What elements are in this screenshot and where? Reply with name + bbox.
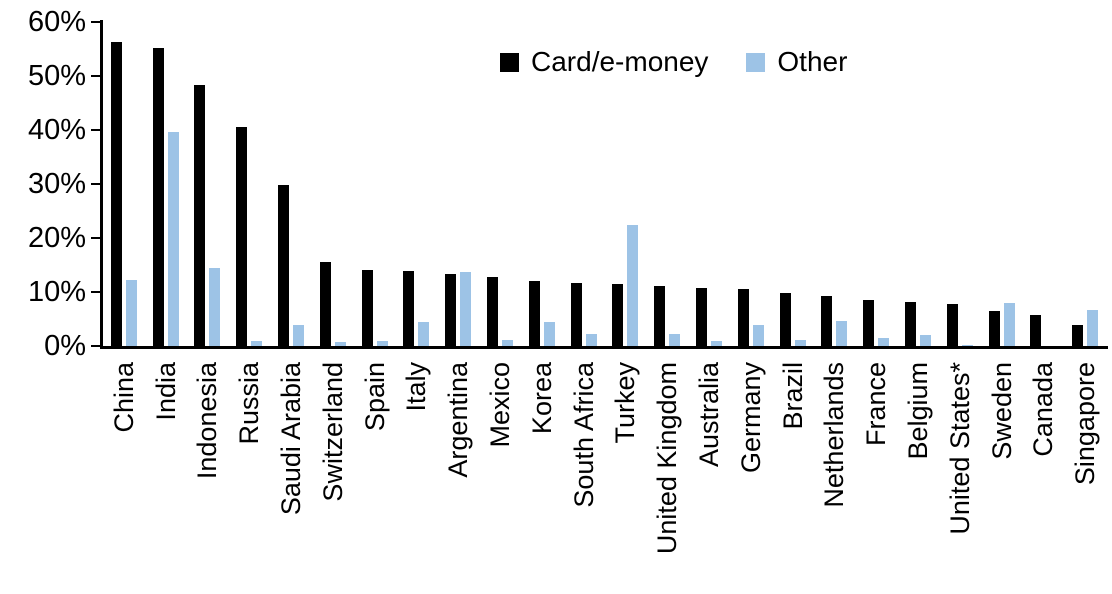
x-axis-label-china: China bbox=[108, 362, 139, 433]
bar-card-e-money-india bbox=[152, 48, 164, 346]
y-axis-tick-20 bbox=[91, 237, 102, 239]
x-axis-label-korea: Korea bbox=[526, 362, 557, 435]
x-axis-label-netherlands: Netherlands bbox=[819, 362, 850, 508]
bar-other-singapore bbox=[1087, 310, 1099, 346]
bar-card-e-money-indonesia bbox=[194, 85, 206, 346]
bar-other-united-states bbox=[961, 344, 973, 346]
x-axis-label-sweden: Sweden bbox=[986, 362, 1017, 460]
bar-card-e-money-singapore bbox=[1072, 325, 1084, 346]
bar-card-e-money-canada bbox=[1030, 314, 1042, 346]
bar-card-e-money-brazil bbox=[779, 292, 791, 346]
card-emoney-swatch bbox=[500, 52, 519, 72]
x-axis-label-germany: Germany bbox=[735, 362, 766, 474]
x-axis-line bbox=[100, 346, 1108, 349]
x-axis-label-mexico: Mexico bbox=[485, 362, 516, 448]
bar-card-e-money-france bbox=[863, 299, 875, 346]
x-axis-label-india: India bbox=[150, 362, 181, 421]
bar-other-germany bbox=[752, 324, 764, 346]
x-axis-label-turkey: Turkey bbox=[610, 362, 641, 444]
bar-other-brazil bbox=[794, 340, 806, 346]
x-axis-label-south-africa: South Africa bbox=[568, 362, 599, 508]
bar-card-e-money-netherlands bbox=[821, 296, 833, 346]
x-axis-label-australia: Australia bbox=[693, 362, 724, 468]
bar-card-e-money-russia bbox=[236, 127, 248, 346]
bar-other-indonesia bbox=[209, 268, 221, 346]
bar-other-italy bbox=[418, 321, 430, 346]
x-axis-label-france: France bbox=[861, 362, 892, 447]
y-tick-label-50: 50% bbox=[27, 60, 86, 92]
x-axis-label-saudi-arabia: Saudi Arabia bbox=[276, 362, 307, 516]
bar-card-e-money-italy bbox=[403, 270, 415, 346]
other-swatch bbox=[746, 52, 766, 72]
x-axis-label-spain: Spain bbox=[359, 362, 390, 432]
bar-other-switzerland bbox=[334, 342, 346, 346]
x-axis-label-indonesia: Indonesia bbox=[192, 362, 223, 480]
bar-card-e-money-spain bbox=[361, 269, 373, 346]
bar-card-e-money-argentina bbox=[445, 274, 457, 346]
bar-other-india bbox=[167, 131, 179, 346]
x-axis-label-argentina: Argentina bbox=[443, 362, 474, 478]
x-axis-label-singapore: Singapore bbox=[1070, 362, 1101, 486]
x-axis-label-belgium: Belgium bbox=[902, 362, 933, 460]
y-tick-label-10: 10% bbox=[27, 276, 86, 308]
bar-other-belgium bbox=[919, 335, 931, 346]
legend-item-card-e-money: Card/e-money bbox=[500, 46, 708, 78]
y-tick-label-60: 60% bbox=[27, 6, 86, 38]
bar-other-mexico bbox=[502, 339, 514, 346]
bar-card-e-money-belgium bbox=[904, 302, 916, 346]
y-axis-tick-0 bbox=[91, 345, 102, 347]
y-tick-label-40: 40% bbox=[27, 114, 86, 146]
y-tick-label-0: 0% bbox=[44, 330, 86, 362]
bar-card-e-money-united-states bbox=[946, 303, 958, 346]
y-tick-label-20: 20% bbox=[27, 222, 86, 254]
y-axis-tick-10 bbox=[91, 291, 102, 293]
bar-card-e-money-united-kingdom bbox=[654, 286, 666, 346]
bar-card-e-money-korea bbox=[528, 280, 540, 346]
x-axis-label-brazil: Brazil bbox=[777, 362, 808, 430]
bar-other-sweden bbox=[1003, 303, 1015, 346]
bar-other-spain bbox=[376, 341, 388, 346]
bar-card-e-money-australia bbox=[695, 288, 707, 346]
bar-other-korea bbox=[543, 321, 555, 346]
bar-other-turkey bbox=[627, 224, 639, 346]
y-axis-tick-30 bbox=[91, 183, 102, 185]
chart-legend: Card/e-money Other bbox=[500, 44, 847, 80]
bar-other-china bbox=[125, 280, 137, 346]
x-axis-label-united-states: United States* bbox=[944, 362, 975, 535]
bar-card-e-money-mexico bbox=[487, 276, 499, 346]
bar-card-e-money-china bbox=[110, 41, 122, 346]
y-axis-tick-40 bbox=[91, 129, 102, 131]
bar-other-australia bbox=[710, 341, 722, 346]
y-axis-tick-60 bbox=[91, 21, 102, 23]
bar-other-netherlands bbox=[836, 320, 848, 346]
x-axis-label-italy: Italy bbox=[401, 362, 432, 412]
bar-other-argentina bbox=[460, 272, 472, 346]
y-axis-tick-50 bbox=[91, 75, 102, 77]
bar-other-south-africa bbox=[585, 333, 597, 346]
bar-card-e-money-switzerland bbox=[319, 262, 331, 346]
bar-other-france bbox=[878, 337, 890, 346]
x-axis-label-russia: Russia bbox=[234, 362, 265, 445]
bar-card-e-money-germany bbox=[737, 289, 749, 346]
bar-card-e-money-turkey bbox=[612, 283, 624, 346]
legend-item-other: Other bbox=[746, 46, 847, 78]
bar-card-e-money-saudi-arabia bbox=[278, 185, 290, 346]
x-axis-label-canada: Canada bbox=[1028, 362, 1059, 457]
bar-card-e-money-sweden bbox=[988, 311, 1000, 346]
bar-other-saudi-arabia bbox=[293, 325, 305, 346]
y-tick-label-30: 30% bbox=[27, 168, 86, 200]
x-axis-label-united-kingdom: United Kingdom bbox=[652, 362, 683, 555]
legend-label-other: Other bbox=[777, 46, 848, 77]
bar-other-russia bbox=[251, 341, 263, 346]
bar-other-united-kingdom bbox=[669, 334, 681, 346]
bar-card-e-money-south-africa bbox=[570, 282, 582, 346]
legend-label-card-e-money: Card/e-money bbox=[531, 46, 709, 77]
x-axis-label-switzerland: Switzerland bbox=[317, 362, 348, 502]
